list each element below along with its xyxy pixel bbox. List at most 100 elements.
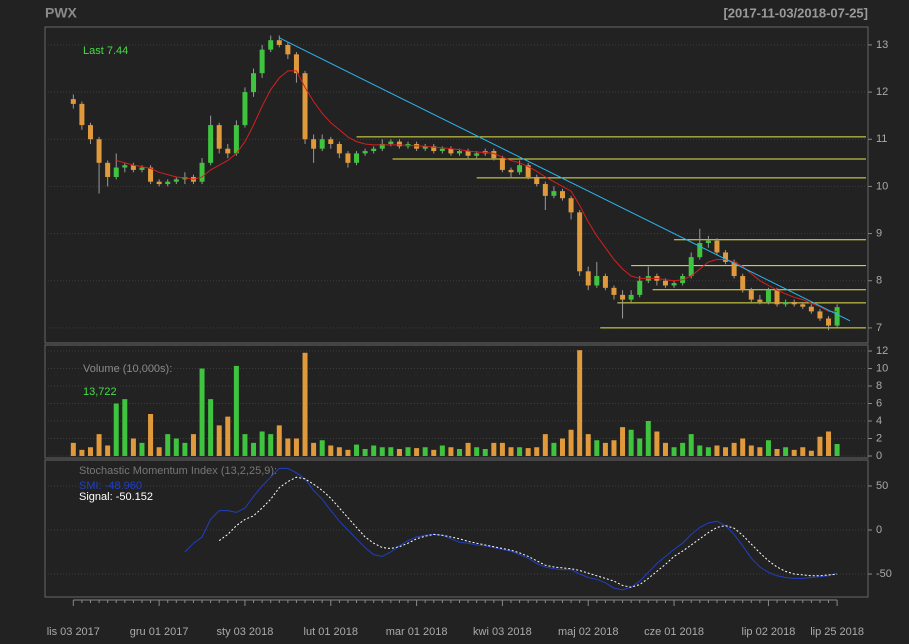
volume-bar (551, 442, 557, 456)
x-tick-label: cze 01 2018 (644, 626, 704, 638)
volume-bar (757, 447, 763, 456)
volume-bar (457, 448, 463, 456)
volume-bar (620, 427, 626, 456)
candle-body (439, 148, 445, 152)
x-tick-label: sty 03 2018 (217, 626, 274, 638)
y-tick-label: 12 (876, 345, 888, 357)
candle-body (525, 165, 531, 177)
candle-body (508, 169, 514, 173)
volume-bar (328, 445, 334, 456)
volume-bar (645, 421, 651, 456)
x-tick-label: maj 02 2018 (558, 626, 619, 638)
x-tick-label: mar 01 2018 (386, 626, 448, 638)
volume-bar (525, 448, 531, 456)
candle-body (379, 143, 385, 149)
volume-bar (354, 444, 360, 456)
volume-bar (508, 447, 514, 456)
candle-body (765, 290, 771, 302)
candle-body (491, 151, 497, 159)
volume-bar (491, 442, 497, 456)
volume-bar (499, 442, 505, 456)
candle-body (800, 304, 806, 307)
y-tick-label: 13 (876, 39, 888, 51)
volume-bar (216, 425, 222, 456)
volume-bar (628, 429, 634, 456)
volume-bar (774, 448, 780, 456)
volume-bar (594, 440, 600, 456)
volume-bar (414, 448, 420, 456)
volume-bar (680, 442, 686, 456)
volume-bar (208, 399, 214, 456)
last-price: Last 7.44 (83, 45, 128, 57)
volume-bar (688, 434, 694, 456)
candle-body (431, 146, 437, 152)
volume-bar (568, 429, 574, 456)
indicator-label: Signal: -50.152 (79, 491, 153, 503)
volume-bar (585, 434, 591, 456)
volume-bar (474, 447, 480, 456)
volume-bar (705, 447, 711, 456)
volume-bar (156, 447, 162, 456)
candle-body (199, 162, 205, 182)
volume-bar (439, 445, 445, 456)
candle-body (276, 40, 282, 45)
volume-bar (723, 447, 729, 456)
volume-bar (96, 434, 102, 456)
candle-body (705, 240, 711, 244)
candle-body (362, 151, 368, 154)
candle-body (697, 243, 703, 258)
volume-bar (182, 442, 188, 456)
trend-line (279, 37, 851, 322)
volume-bar (199, 368, 205, 456)
candle-body (79, 103, 85, 126)
x-tick-label: lip 02 2018 (742, 626, 796, 638)
candle-body (748, 290, 754, 300)
volume-bar (233, 365, 239, 456)
x-tick-label: kwi 03 2018 (473, 626, 532, 638)
volume-bar (336, 447, 342, 456)
volume-bar (173, 438, 179, 456)
candle-body (251, 73, 257, 93)
candle-body (791, 301, 797, 305)
y-tick-label: 0 (876, 450, 882, 462)
indicator-line (218, 476, 838, 588)
candle-body (671, 283, 677, 286)
volume-bar (731, 442, 737, 456)
volume-bar (371, 445, 377, 456)
candle-body (465, 151, 471, 156)
candle-body (285, 44, 291, 55)
y-tick-label: 11 (876, 133, 887, 145)
candle-body (499, 158, 505, 170)
candle-body (371, 148, 377, 152)
y-tick-label: 8 (876, 275, 882, 287)
volume-bar (268, 434, 274, 456)
candle-body (611, 287, 617, 295)
candle-body (208, 125, 214, 163)
candle-body (268, 40, 274, 50)
volume-bar (559, 438, 565, 456)
x-tick-label: gru 01 2017 (130, 626, 189, 638)
candle-body (637, 280, 643, 295)
volume-bar (714, 445, 720, 456)
volume-bar (671, 447, 677, 456)
volume-bar (431, 449, 437, 456)
volume-bar (105, 445, 111, 456)
candle-body (87, 125, 93, 140)
volume-bar (285, 438, 291, 456)
candle-body (354, 153, 360, 163)
volume-bar (87, 447, 93, 456)
volume-bar (602, 442, 608, 456)
volume-bar (834, 444, 840, 456)
volume-bar (697, 445, 703, 456)
candle-body (113, 167, 119, 177)
candle-body (457, 151, 463, 154)
volume-bar (379, 447, 385, 456)
y-tick-label: 9 (876, 227, 882, 239)
volume-bar (165, 434, 171, 456)
candle-body (628, 294, 634, 300)
volume-bar (302, 352, 308, 456)
x-tick-label: lut 01 2018 (304, 626, 358, 638)
candle-body (396, 141, 402, 147)
